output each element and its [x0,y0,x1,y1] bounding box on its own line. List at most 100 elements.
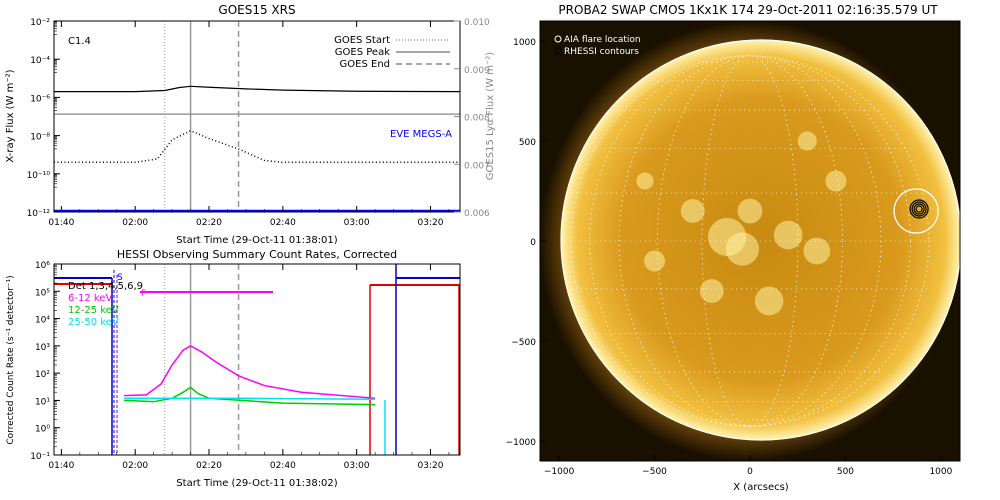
longitude-line [589,55,911,427]
swap-title: PROBA2 SWAP CMOS 1Kx1K 174 29-Oct-2011 0… [558,3,938,17]
hessi-title: HESSI Observing Summary Count Rates, Cor… [117,248,397,261]
active-region-2 [773,220,803,250]
x-tick-label: −500 [642,467,667,477]
sun-disk [561,40,960,440]
legend-aia-marker [554,35,562,43]
hessi-grid [164,264,240,455]
y-tick-label: −500 [511,338,536,348]
x-tick-label: 03:00 [344,218,370,228]
hessi-series-12-25-kev [124,386,376,406]
active-region-10 [797,131,817,151]
y-tick-label: 10² [35,370,50,380]
goes-grid [164,21,240,212]
hessi-axes-frame [53,263,461,456]
y-tick-label: 0 [530,238,536,248]
longitude-line [657,55,843,427]
hessi-series [124,344,376,406]
y-tick-label: 500 [519,138,536,148]
hessi-flag-s: S [117,273,123,283]
x-tick-label: 02:00 [122,461,148,471]
goes-legend: GOES Start GOES Peak GOES End [334,35,450,70]
rhessi-contour-3 [915,205,923,213]
hessi-y-ticks: 10⁶ 10⁵ 10⁴ 10³ 10² 10¹ 10⁰ 10⁻¹ [30,261,60,462]
hessi-panel: HESSI Observing Summary Count Rates, Cor… [6,248,461,489]
legend-goes-start: GOES Start [334,35,390,46]
y-tick-label: 1000 [513,38,536,48]
x-tick-label: 03:00 [344,461,370,471]
longitude-line [701,55,799,427]
y2-tick-label: 0.006 [464,209,490,219]
x-tick-label: 03:20 [418,461,444,471]
goes-series-line-0 [54,85,460,93]
active-region-11 [636,172,654,190]
y2-tick-label: 0.009 [464,66,490,76]
active-region-1 [725,232,760,266]
swap-x-ticks: −1000 −500 0 500 1000 [544,455,953,477]
rhessi-contour-2 [913,203,925,215]
y-tick-label: 10⁻⁸ [30,133,50,143]
heliographic-grid [564,55,936,427]
legend-goes-peak: GOES Peak [335,47,390,58]
legend-25-50-kev: 25-50 keV [68,317,119,328]
goes-ylabel: X-ray Flux (W m⁻²) [5,69,16,162]
active-region-3 [680,199,705,223]
active-region-6 [699,279,724,303]
x-tick-label: 03:20 [418,218,444,228]
y-tick-label: 10⁵ [35,288,50,298]
x-tick-label: 0 [747,467,753,477]
active-region-4 [803,237,831,265]
y-tick-label: 10⁻¹ [30,452,50,462]
hessi-intervals [54,264,460,455]
goes-class-label: C1.4 [68,36,91,47]
legend-6-12-kev: 6-12 keV [68,293,112,304]
legend-12-25-kev: 12-25 keV [68,305,119,316]
x-tick-label: 02:00 [122,218,148,228]
goes-series-line-1 [54,129,460,164]
goes-eve-annotation: EVE MEGS-A [390,129,452,140]
y-tick-label: 10⁶ [35,261,50,271]
legend-aia-flare-location: AIA flare location [564,35,641,45]
y-tick-label: 10⁻¹⁰ [27,171,51,181]
swap-xlabel: X (arcsecs) [733,482,789,493]
x-tick-label: 01:40 [48,218,74,228]
x-tick-label: 500 [837,467,854,477]
swap-y-ticks: 1000 500 0 −500 −1000 [506,38,546,448]
goes-title: GOES15 XRS [218,3,295,17]
y-tick-label: 10⁴ [35,316,50,326]
legend-goes-end: GOES End [340,59,390,70]
rhessi-contour-1 [911,201,927,217]
y-tick-label: 10⁻¹² [27,209,51,219]
longitude-line [570,55,930,427]
goes-panel: GOES15 XRS 01:40 02:00 02:20 02:40 03:00 03:2… [5,3,496,246]
y-tick-label: 10⁰ [35,425,50,435]
x-tick-label: 02:40 [270,218,296,228]
y-tick-label: 10¹ [35,397,50,407]
active-region-7 [825,170,847,192]
hessi-legend: Det 1,3,4,5,6,9 6-12 keV 12-25 keV 25-50… [68,281,143,328]
x-tick-label: 1000 [929,467,952,477]
goes-y2-ticks: 0.010 0.009 0.008 0.007 0.006 [454,18,490,219]
x-tick-label: −1000 [544,467,575,477]
x-tick-label: 02:20 [196,218,222,228]
y-tick-label: 10⁻⁶ [30,94,50,104]
goes-xlabel: Start Time (29-Oct-11 01:38:01) [176,235,337,246]
swap-panel: PROBA2 SWAP CMOS 1Kx1K 174 29-Oct-2011 0… [506,3,961,493]
x-tick-label: 01:40 [48,461,74,471]
hessi-xlabel: Start Time (29-Oct-11 01:38:02) [176,478,337,489]
x-tick-label: 02:40 [270,461,296,471]
aia-flare-location-marker [893,188,939,234]
hessi-ylabel: Corrected Count Rate (s⁻¹ detector⁻¹) [6,275,16,444]
active-region-8 [644,250,666,272]
legend-rhessi-contours: RHESSI contours [564,47,639,57]
goes-series [54,85,460,212]
sun-active-regions [636,131,847,316]
limb-circle [560,39,960,441]
legend-rhessi-marker [554,47,562,55]
hessi-series-25-50-kev [124,397,376,401]
y-tick-label: 10³ [35,343,50,353]
hessi-x-ticks: 01:40 02:00 02:20 02:40 03:00 03:20 [48,264,450,471]
hessi-detectors: Det 1,3,4,5,6,9 [68,281,143,292]
hessi-series-6-12-kev [124,344,376,400]
active-region-5 [754,286,784,316]
